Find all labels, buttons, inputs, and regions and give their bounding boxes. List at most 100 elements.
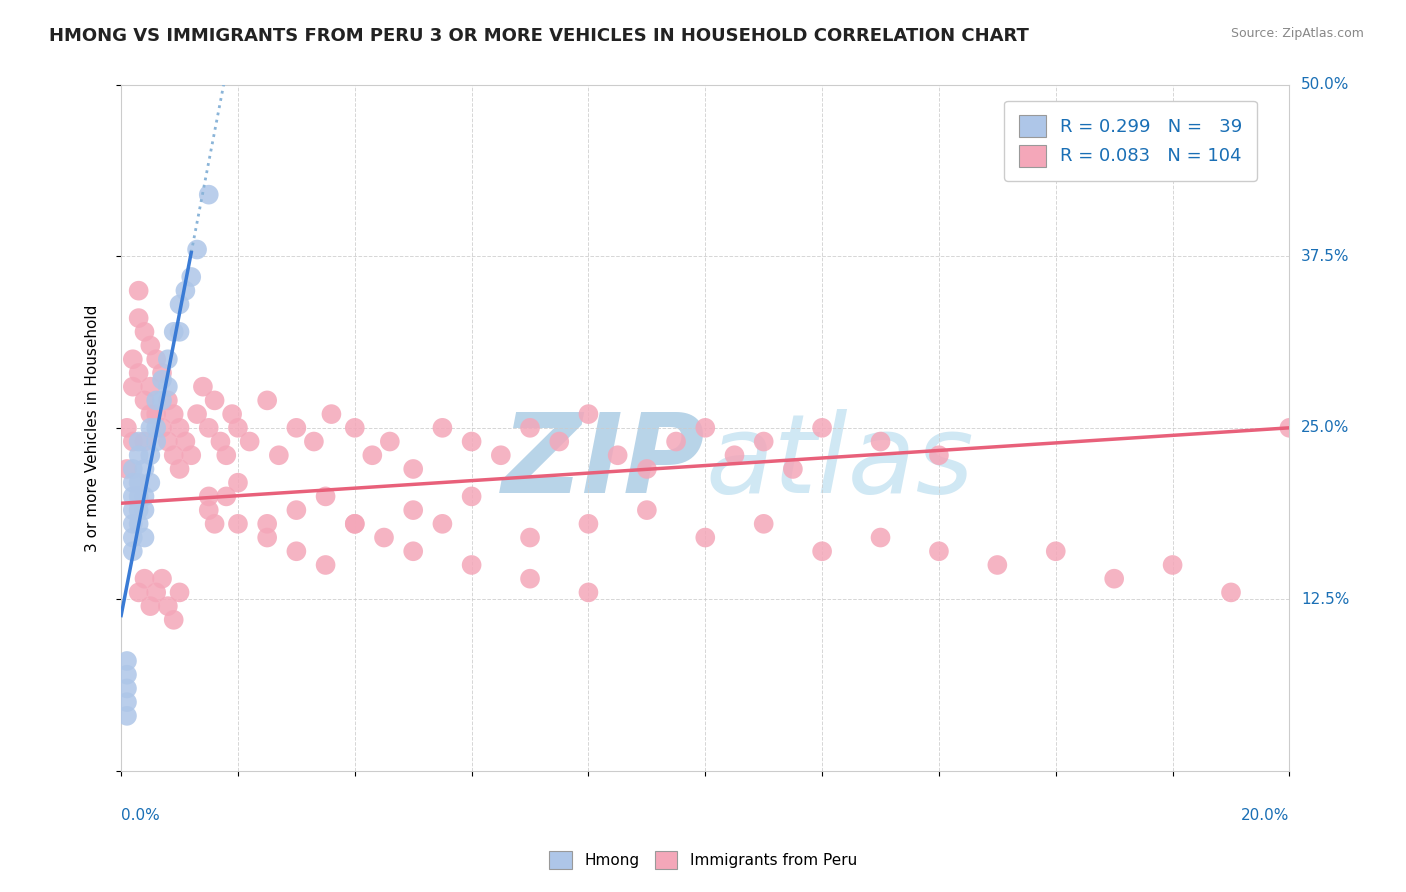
Point: [121, 379, 143, 393]
Point: [204, 393, 226, 408]
Point: [121, 503, 143, 517]
Text: HMONG VS IMMIGRANTS FROM PERU 3 OR MORE VEHICLES IN HOUSEHOLD CORRELATION CHART: HMONG VS IMMIGRANTS FROM PERU 3 OR MORE …: [49, 27, 1029, 45]
Point: [186, 407, 208, 421]
Point: [606, 448, 628, 462]
Point: [180, 269, 202, 284]
Point: [197, 503, 219, 517]
Point: [139, 407, 162, 421]
Point: [156, 434, 179, 449]
Point: [139, 599, 162, 614]
Point: [128, 434, 150, 449]
Point: [665, 434, 688, 449]
Point: [163, 407, 186, 421]
Point: [169, 297, 191, 311]
Point: [343, 516, 366, 531]
Point: [578, 516, 600, 531]
Point: [343, 516, 366, 531]
Point: [134, 462, 156, 476]
Point: [169, 325, 191, 339]
Point: [267, 448, 290, 462]
Point: [1220, 585, 1243, 599]
Point: [134, 325, 156, 339]
Point: [285, 421, 308, 435]
Point: [197, 421, 219, 435]
Point: [197, 490, 219, 504]
Point: [636, 462, 658, 476]
Point: [578, 585, 600, 599]
Point: [460, 558, 482, 572]
Point: [128, 284, 150, 298]
Point: [752, 434, 775, 449]
Text: 12.5%: 12.5%: [1301, 591, 1350, 607]
Point: [145, 434, 167, 449]
Point: [302, 434, 325, 449]
Point: [121, 516, 143, 531]
Point: [180, 448, 202, 462]
Text: 37.5%: 37.5%: [1301, 249, 1350, 264]
Point: [209, 434, 232, 449]
Point: [174, 434, 197, 449]
Point: [156, 599, 179, 614]
Point: [186, 243, 208, 257]
Point: [226, 421, 249, 435]
Point: [156, 352, 179, 367]
Point: [315, 490, 337, 504]
Point: [752, 516, 775, 531]
Point: [402, 503, 425, 517]
Point: [256, 516, 278, 531]
Point: [315, 558, 337, 572]
Point: [134, 531, 156, 545]
Y-axis label: 3 or more Vehicles in Household: 3 or more Vehicles in Household: [86, 304, 100, 551]
Point: [695, 421, 717, 435]
Point: [121, 352, 143, 367]
Point: [256, 531, 278, 545]
Point: [145, 352, 167, 367]
Point: [782, 462, 804, 476]
Point: [163, 448, 186, 462]
Point: [321, 407, 343, 421]
Point: [548, 434, 571, 449]
Point: [361, 448, 384, 462]
Legend: R = 0.299   N =   39, R = 0.083   N = 104: R = 0.299 N = 39, R = 0.083 N = 104: [1004, 101, 1257, 181]
Point: [460, 434, 482, 449]
Point: [239, 434, 262, 449]
Point: [174, 284, 197, 298]
Point: [343, 421, 366, 435]
Point: [115, 709, 138, 723]
Point: [169, 421, 191, 435]
Point: [121, 434, 143, 449]
Point: [128, 366, 150, 380]
Point: [402, 544, 425, 558]
Point: [139, 421, 162, 435]
Point: [121, 544, 143, 558]
Point: [636, 503, 658, 517]
Point: [128, 503, 150, 517]
Point: [163, 325, 186, 339]
Point: [128, 516, 150, 531]
Point: [811, 544, 834, 558]
Point: [695, 531, 717, 545]
Point: [460, 490, 482, 504]
Point: [156, 379, 179, 393]
Point: [163, 613, 186, 627]
Text: ZIP: ZIP: [502, 409, 706, 516]
Point: [373, 531, 395, 545]
Point: [1161, 558, 1184, 572]
Point: [139, 379, 162, 393]
Point: [256, 393, 278, 408]
Point: [115, 681, 138, 696]
Point: [134, 434, 156, 449]
Text: 0.0%: 0.0%: [121, 808, 160, 823]
Point: [285, 544, 308, 558]
Point: [169, 585, 191, 599]
Text: 50.0%: 50.0%: [1301, 78, 1350, 93]
Point: [204, 516, 226, 531]
Point: [519, 531, 541, 545]
Point: [121, 490, 143, 504]
Point: [134, 503, 156, 517]
Point: [811, 421, 834, 435]
Point: [139, 475, 162, 490]
Text: atlas: atlas: [706, 409, 974, 516]
Point: [226, 516, 249, 531]
Point: [115, 695, 138, 709]
